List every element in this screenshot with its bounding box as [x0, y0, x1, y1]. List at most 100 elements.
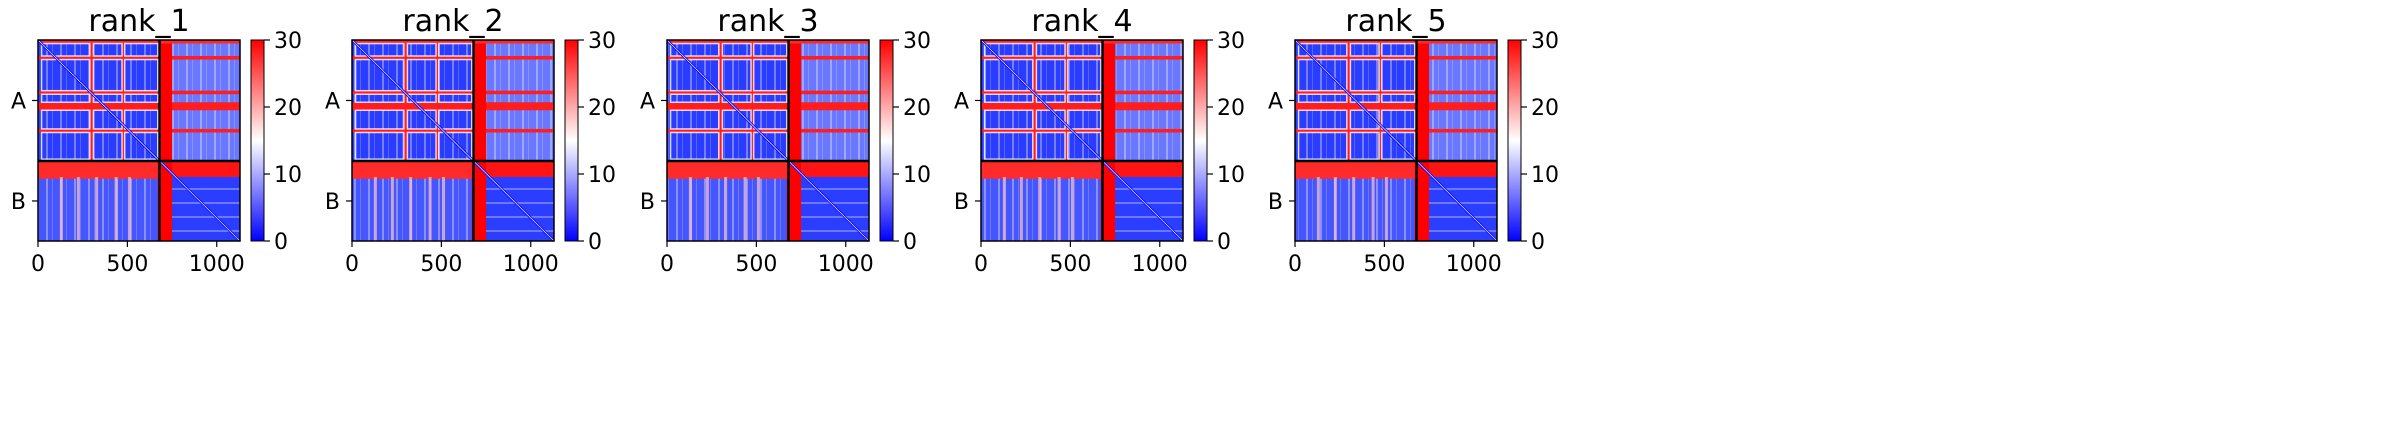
boundary-red-column — [471, 40, 487, 241]
axes-frame — [37, 39, 241, 242]
b-a-stripe — [76, 176, 80, 241]
domain-box — [354, 131, 405, 160]
colorbar-frame — [879, 39, 894, 242]
domain-box — [752, 58, 788, 92]
x-tick-label: 1000 — [818, 252, 874, 277]
domain-box — [1380, 109, 1416, 130]
y-tick-label: B — [325, 190, 340, 215]
top-band — [1295, 40, 1497, 44]
diagonal-highlight — [666, 39, 870, 242]
y-tick-label: A — [11, 89, 26, 114]
domain-box — [406, 93, 437, 104]
b-top-band — [1429, 160, 1497, 177]
top-band — [981, 40, 1183, 44]
diagonal-highlight — [1294, 39, 1498, 242]
domain-box — [1297, 93, 1348, 104]
domain-box — [669, 93, 720, 104]
diagonal-highlight — [37, 39, 241, 242]
axes-frame — [980, 39, 1184, 242]
domain-box — [983, 58, 1034, 92]
b-top-band — [486, 160, 554, 177]
b-a-stripe — [390, 176, 394, 241]
colorbar-frame — [1193, 39, 1208, 242]
b-a-stripe — [724, 176, 728, 241]
b-a-stripe — [705, 176, 709, 241]
colorbar-tick-label: 0 — [588, 230, 602, 255]
col-band — [436, 40, 439, 161]
b-a-stripe — [1371, 176, 1375, 241]
domain-box — [406, 42, 437, 57]
panel-title: rank_2 — [402, 4, 503, 39]
x-tick-label: 1000 — [1132, 252, 1188, 277]
domain-box — [721, 58, 752, 92]
domain-box — [1297, 131, 1348, 160]
domain-box — [437, 93, 473, 104]
domain-box — [92, 58, 123, 92]
boundary-red-column — [1100, 40, 1116, 241]
domain-box — [1035, 58, 1066, 92]
boundary-red-column — [1414, 40, 1430, 241]
row-band — [981, 56, 1183, 60]
colorbar-tick-label: 20 — [1217, 96, 1245, 121]
x-tick-label: 0 — [660, 252, 674, 277]
domain-box — [354, 93, 405, 104]
x-tick-label: 500 — [106, 252, 148, 277]
x-tick-label: 1000 — [1446, 252, 1502, 277]
row-band — [352, 90, 554, 95]
domain-box — [92, 93, 123, 104]
colorbar-tick-label: 0 — [274, 230, 288, 255]
domain-box — [437, 58, 473, 92]
domain-box — [1035, 93, 1066, 104]
domain-box — [40, 42, 91, 57]
colorbar-tick-label: 20 — [588, 96, 616, 121]
domain-box — [1297, 109, 1348, 130]
y-tick-label: B — [11, 190, 26, 215]
colorbar-tick-label: 30 — [274, 29, 302, 54]
domain-box — [1066, 131, 1102, 160]
domain-box — [406, 58, 437, 92]
domain-box — [406, 131, 437, 160]
b-a-stripe — [1057, 176, 1061, 241]
row-band — [1295, 128, 1497, 133]
row-band — [981, 128, 1183, 133]
b-a-stripe — [1070, 176, 1074, 241]
domain-box — [123, 131, 159, 160]
domain-box — [123, 109, 159, 130]
domain-box — [1380, 131, 1416, 160]
band-b-a-top — [38, 160, 160, 179]
col-band — [1065, 40, 1068, 161]
domain-box — [1349, 131, 1380, 160]
domain-box — [1066, 109, 1102, 130]
y-tick-label: B — [1268, 190, 1283, 215]
col-band — [1379, 40, 1382, 161]
axes-frame — [1294, 39, 1498, 242]
panel-title: rank_4 — [1031, 4, 1132, 39]
colorbar-tick-label: 30 — [1531, 29, 1559, 54]
x-tick-label: 0 — [1288, 252, 1302, 277]
domain-box — [123, 58, 159, 92]
domain-box — [1066, 58, 1102, 92]
b-top-band — [801, 160, 869, 177]
y-tick-label: A — [954, 89, 969, 114]
diagonal-highlight — [980, 39, 1184, 242]
colorbar-tick-label: 10 — [588, 163, 616, 188]
b-a-stripe — [409, 176, 413, 241]
domain-box — [1349, 42, 1380, 57]
domain-box — [1035, 131, 1066, 160]
domain-box — [721, 131, 752, 160]
col-band — [751, 40, 754, 161]
heatmap-panel-2: rank_2 0 500 1000 A B 0 10 20 30 — [325, 4, 616, 277]
domain-box — [354, 42, 405, 57]
domain-box — [40, 93, 91, 104]
top-band — [38, 40, 240, 44]
domain-box — [1380, 42, 1416, 57]
b-a-stripe — [743, 176, 747, 241]
y-tick-label: B — [954, 190, 969, 215]
colorbar-frame — [250, 39, 265, 242]
domain-box — [437, 109, 473, 130]
colorbar-tick-label: 20 — [903, 96, 931, 121]
domain-box — [354, 109, 405, 130]
domain-box — [1349, 58, 1380, 92]
row-band — [352, 56, 554, 60]
